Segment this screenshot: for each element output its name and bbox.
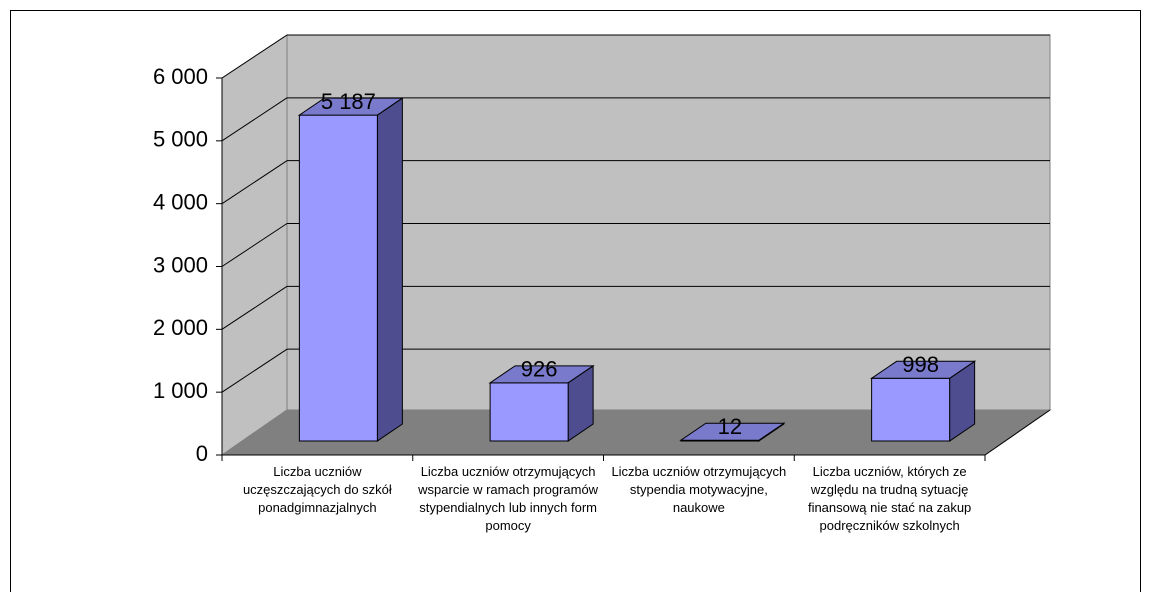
bar: [298, 114, 378, 442]
floor-edge: [984, 409, 1051, 456]
bar-top: [297, 97, 404, 116]
bar-top: [488, 365, 595, 384]
grid-line: [221, 223, 288, 267]
value-label: 998: [902, 352, 939, 377]
y-tick-label: 1 000: [153, 378, 208, 403]
value-label: 926: [521, 357, 558, 382]
bar-top: [870, 360, 977, 379]
grid-line: [221, 348, 288, 393]
grid-line: [221, 160, 288, 205]
value-label: 5 187: [321, 89, 376, 114]
bar: [871, 377, 951, 442]
y-tick-label: 4 000: [153, 189, 208, 214]
bar-top: [679, 422, 786, 441]
grid-line: [221, 285, 288, 330]
x-tick-label: Liczba uczniów otrzymujących wsparcie w …: [418, 464, 599, 533]
bar-side: [376, 97, 403, 442]
value-label: 12: [718, 414, 742, 439]
x-tick-label: Liczba uczniów otrzymujących stypendia m…: [611, 464, 787, 515]
grid-line: [221, 34, 288, 79]
y-tick-label: 2 000: [153, 315, 208, 340]
y-tick-label: 5 000: [153, 127, 208, 152]
grid-line: [221, 97, 288, 142]
x-tick-label: Liczba uczniów, których ze względu na tr…: [807, 464, 972, 533]
x-tick-label: Liczba uczniów uczęszczających do szkół …: [242, 464, 392, 515]
y-tick-label: 0: [196, 441, 208, 466]
y-tick-label: 6 000: [153, 64, 208, 89]
bar: [489, 382, 569, 442]
y-tick-label: 3 000: [153, 252, 208, 277]
